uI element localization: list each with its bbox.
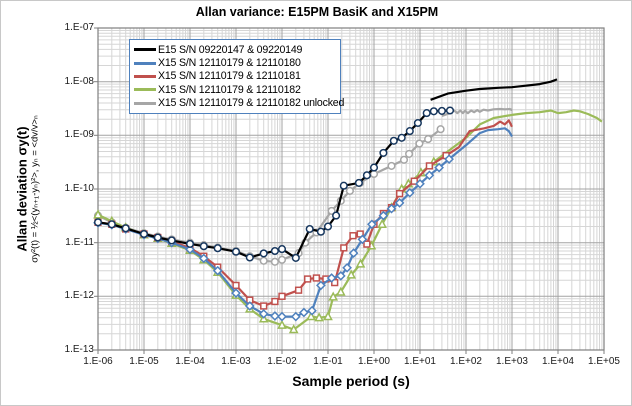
y-tick-label: 1.E-13 bbox=[64, 344, 94, 355]
legend-item-e15: E15 S/N 09220147 & 09220149 bbox=[134, 43, 335, 56]
legend-item-x15-180: X15 S/N 12110179 & 12110180 bbox=[134, 56, 335, 69]
y-tick-label: 1.E-12 bbox=[64, 290, 94, 302]
x-tick-label: 1.E-03 bbox=[221, 356, 251, 367]
legend-label: E15 S/N 09220147 & 09220149 bbox=[158, 43, 303, 56]
y-tick-label: 1.E-07 bbox=[64, 22, 94, 33]
y-axis-title: Allan deviation σy(t) σy²(t) = ½<(yₙ₊₁-y… bbox=[15, 115, 42, 262]
legend-label: X15 S/N 12110179 & 12110180 bbox=[158, 57, 301, 70]
chart-title: Allan variance: E15PM BasiK and X15PM bbox=[195, 5, 439, 19]
legend-line-swatch bbox=[134, 74, 156, 78]
x-tick-label: 1.E-05 bbox=[129, 356, 159, 367]
legend-label: X15 S/N 12110179 & 12110182 unlocked bbox=[158, 97, 345, 110]
y-axis-title-main: Allan deviation σy(t) bbox=[14, 126, 30, 252]
legend-line-swatch bbox=[134, 61, 156, 65]
legend: E15 S/N 09220147 & 09220149 X15 S/N 1211… bbox=[129, 39, 344, 114]
x-tick-label: 1.E+05 bbox=[588, 356, 620, 367]
x-tick-label: 1.E+04 bbox=[542, 356, 574, 367]
y-tick-label: 1.E-10 bbox=[64, 183, 94, 194]
y-axis-title-formula: σy²(t) = ½<(yₙ₊₁-yₙ)²>, yₙ = <dv/v>ₙ bbox=[29, 115, 41, 263]
legend-item-x15-182: X15 S/N 12110179 & 12110182 bbox=[134, 83, 335, 96]
legend-line-swatch bbox=[134, 101, 156, 105]
x-tick-label: 1.E+03 bbox=[496, 356, 528, 367]
legend-item-x15-181: X15 S/N 12110179 & 12110181 bbox=[134, 70, 335, 83]
x-tick-label: 1.E-06 bbox=[83, 356, 113, 367]
legend-line-swatch bbox=[134, 48, 156, 52]
x-tick-label: 1.E+02 bbox=[450, 356, 482, 367]
y-tick-label: 1.E-08 bbox=[64, 75, 94, 87]
legend-label: X15 S/N 12110179 & 12110182 bbox=[158, 83, 301, 96]
y-tick-label: 1.E-09 bbox=[64, 129, 94, 141]
x-tick-label: 1.E-04 bbox=[175, 356, 205, 367]
x-axis-title: Sample period (s) bbox=[292, 373, 410, 389]
x-tick-label: 1.E+00 bbox=[358, 356, 390, 367]
y-tick-label: 1.E-11 bbox=[65, 236, 94, 248]
legend-item-x15-182-unlocked: X15 S/N 12110179 & 12110182 unlocked bbox=[134, 97, 344, 110]
x-tick-label: 1.E-01 bbox=[313, 356, 343, 367]
legend-label: X15 S/N 12110179 & 12110181 bbox=[158, 70, 301, 83]
legend-line-swatch bbox=[134, 88, 156, 92]
x-tick-label: 1.E-02 bbox=[267, 356, 297, 367]
x-tick-label: 1.E+01 bbox=[404, 356, 436, 367]
